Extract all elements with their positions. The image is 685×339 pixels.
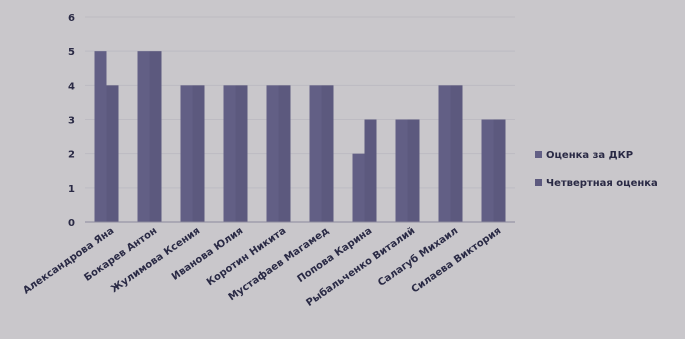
y-tick-label: 2	[68, 150, 75, 161]
legend-swatch	[535, 151, 542, 158]
y-axis-ticks: 0 1 2 3 4 5 6	[68, 13, 75, 229]
bars	[94, 51, 506, 222]
legend-label: Четвертная оценка	[546, 178, 658, 189]
bar-dkr	[309, 85, 322, 222]
legend-swatch	[535, 179, 542, 186]
bar-quarter	[149, 51, 162, 222]
bar-quarter	[106, 85, 119, 222]
y-tick-label: 6	[68, 13, 75, 24]
bar-dkr	[180, 85, 193, 222]
bar-dkr	[223, 85, 236, 222]
bar-dkr	[438, 85, 451, 222]
bar-dkr	[395, 119, 408, 222]
bar-dkr	[352, 153, 365, 222]
bar-quarter	[407, 119, 420, 222]
bar-dkr	[481, 119, 494, 222]
y-tick-label: 4	[68, 81, 75, 92]
legend-label: Оценка за ДКР	[546, 150, 633, 161]
bar-quarter	[493, 119, 506, 222]
bar-quarter	[278, 85, 291, 222]
y-tick-label: 5	[68, 47, 75, 58]
y-tick-label: 0	[68, 218, 75, 229]
legend: Оценка за ДКР Четвертная оценка	[535, 150, 658, 189]
bar-dkr	[94, 51, 107, 222]
bar-quarter	[364, 119, 377, 222]
bar-quarter	[192, 85, 205, 222]
bar-quarter	[235, 85, 248, 222]
bar-dkr	[137, 51, 150, 222]
bar-quarter	[450, 85, 463, 222]
y-tick-label: 1	[68, 184, 75, 195]
bar-quarter	[321, 85, 334, 222]
y-tick-label: 3	[68, 116, 75, 127]
bar-dkr	[266, 85, 279, 222]
